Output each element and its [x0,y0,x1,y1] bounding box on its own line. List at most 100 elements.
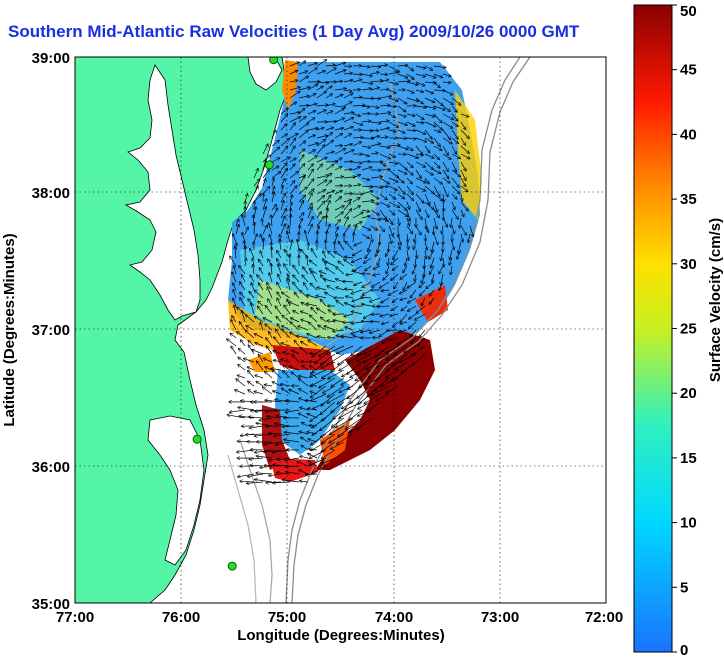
velocity-vector [407,241,409,249]
velocity-vector [325,104,335,107]
velocity-vector [336,267,345,275]
velocity-vector [316,196,324,203]
velocity-vector [415,106,426,108]
velocity-vector [391,273,399,280]
velocity-vector [246,326,255,331]
velocity-vector [271,172,281,179]
velocity-vector [433,153,439,159]
velocity-vector [433,90,445,91]
velocity-vector [397,121,407,125]
velocity-vector [370,218,380,220]
velocity-vector [334,234,337,243]
velocity-vector [364,257,372,263]
velocity-vector [289,367,300,371]
velocity-vector [388,97,398,101]
velocity-vector [307,143,318,147]
colorbar-tick-label: 10 [680,515,697,532]
velocity-vector [299,389,309,395]
velocity-vector [337,433,354,444]
velocity-vector [298,164,305,171]
velocity-vector [388,257,389,265]
colorbar-tick-label: 20 [680,385,697,402]
velocity-vector [415,257,416,267]
velocity-vector [379,74,387,75]
velocity-vector [412,345,426,356]
velocity-vector [232,316,237,323]
velocity-vector [460,137,465,145]
velocity-vector [289,138,296,147]
velocity-vector [442,97,453,104]
velocity-vector [406,81,418,85]
velocity-vector [366,361,381,370]
velocity-vector [255,410,273,411]
velocity-vector [274,337,282,347]
velocity-vector [289,80,298,82]
velocity-vector [415,209,422,219]
velocity-vector [379,186,388,187]
velocity-vector [392,297,399,302]
velocity-vector [239,322,246,331]
velocity-vector [451,169,461,177]
velocity-vector [362,289,372,295]
velocity-vector [307,94,316,99]
velocity-vector [307,84,318,91]
velocity-vector [300,456,309,458]
velocity-vector [352,162,362,163]
velocity-vector [299,413,309,419]
velocity-vector [316,135,327,139]
velocity-vector [310,409,327,421]
velocity-vector [283,352,291,354]
velocity-vector [386,353,399,360]
velocity-vector [421,273,426,283]
velocity-vector [263,387,273,395]
velocity-vector [253,186,258,195]
velocity-vector [307,111,316,115]
velocity-vector [442,137,452,144]
velocity-vector [316,145,325,155]
velocity-vector [370,106,379,108]
velocity-vector [424,201,434,209]
velocity-vector [406,209,410,221]
velocity-vector [280,134,287,139]
velocity-vector [451,129,458,139]
velocity-vector [238,365,246,371]
velocity-vector [328,385,345,397]
velocity-vector [393,249,399,259]
velocity-vector [375,249,381,256]
velocity-vector [442,145,448,155]
velocity-vector [352,105,365,106]
velocity-vector [334,63,345,67]
velocity-vector [283,371,291,379]
velocity-vector [429,297,435,304]
velocity-vector [248,367,255,371]
velocity-vector [361,162,370,163]
velocity-vector [277,292,282,299]
velocity-vector [325,152,334,155]
velocity-vector [234,305,237,315]
velocity-vector [339,361,354,371]
velocity-vector [397,177,404,183]
y-tick-label: 38:00 [32,185,70,202]
velocity-vector [415,185,425,191]
velocity-vector [371,233,372,242]
velocity-vector [235,246,236,259]
velocity-vector [379,65,387,66]
velocity-vector [313,401,327,409]
velocity-vector [361,210,369,212]
velocity-vector [311,308,318,315]
velocity-vector [361,191,373,195]
velocity-vector [289,134,298,139]
velocity-vector [371,314,381,315]
velocity-vector [443,257,444,267]
velocity-vector [402,361,417,373]
velocity-vector [415,137,426,142]
velocity-vector [321,361,336,368]
velocity-vector [271,166,279,171]
velocity-vector [451,185,460,194]
velocity-vector [362,304,372,306]
velocity-vector [263,318,273,323]
velocity-vector [307,179,314,187]
velocity-vector [321,353,336,365]
velocity-vector [338,425,354,436]
velocity-vector [364,313,372,318]
